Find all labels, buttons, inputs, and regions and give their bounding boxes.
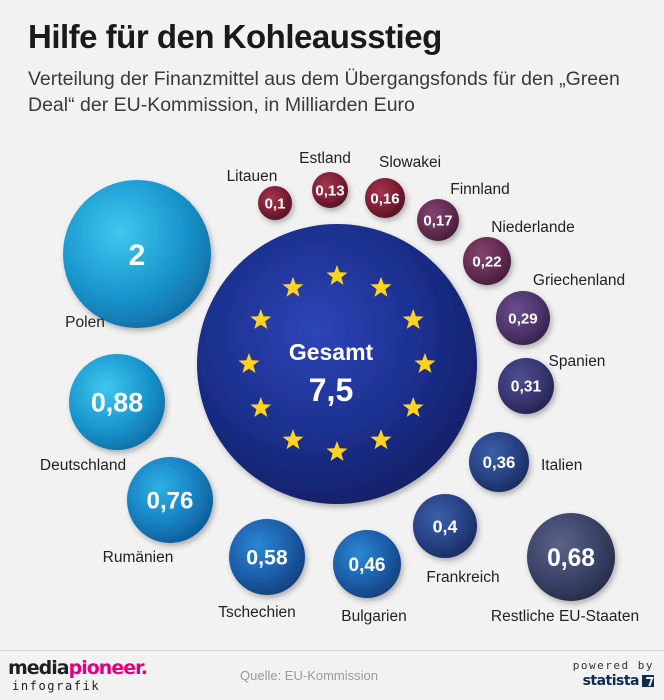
bubble-finnland: 0,17 Finnland bbox=[417, 181, 510, 241]
eu-star bbox=[370, 429, 392, 450]
bubble-estland: 0,13 Estland bbox=[299, 150, 351, 208]
bubble-label: Frankreich bbox=[426, 569, 499, 586]
bubble-value: 0,29 bbox=[508, 310, 537, 327]
eu-star bbox=[250, 397, 272, 417]
bubble-label: Slowakei bbox=[379, 154, 441, 171]
bubble-circle bbox=[127, 457, 213, 543]
bubble-circle bbox=[365, 178, 405, 218]
brand-wordmark: mediapioneer. bbox=[8, 657, 148, 679]
eu-star bbox=[402, 309, 424, 329]
source-note: Quelle: EU-Kommission bbox=[240, 668, 378, 683]
footer-divider bbox=[0, 650, 664, 651]
total-bubble: Gesamt 7,5 bbox=[197, 224, 477, 504]
bubble-circle bbox=[496, 291, 550, 345]
eu-stars bbox=[238, 265, 436, 461]
eu-star bbox=[238, 353, 260, 373]
eu-star bbox=[326, 265, 348, 285]
bubble-label: Griechenland bbox=[533, 272, 625, 289]
eu-star bbox=[402, 397, 424, 417]
bubble-circle bbox=[69, 354, 165, 450]
bubble-circle bbox=[258, 186, 292, 220]
bubble-circle bbox=[498, 358, 554, 414]
bubble-value: 0,88 bbox=[91, 388, 143, 418]
bubble-label: Restliche EU-Staaten bbox=[491, 608, 639, 625]
bubble-frankreich: 0,4 Frankreich bbox=[413, 494, 500, 586]
bubble-circle bbox=[333, 530, 401, 598]
bubble-value: 0,22 bbox=[472, 253, 501, 270]
bubble-label: Polen bbox=[65, 314, 105, 331]
bubble-griechenland: 0,29 Griechenland bbox=[496, 272, 625, 345]
eu-star bbox=[250, 309, 272, 329]
country-bubbles: 2 Polen 0,88 Deutschland 0,76 Rumänien 0,58 Tsc… bbox=[40, 150, 639, 625]
bubble-restliche-eu-staaten: 0,68 Restliche EU-Staaten bbox=[491, 513, 639, 625]
total-label: Gesamt bbox=[289, 339, 374, 365]
eu-star bbox=[326, 441, 348, 461]
bubble-italien: 0,36 Italien bbox=[469, 432, 582, 492]
bubble-value: 0,76 bbox=[147, 488, 194, 515]
eu-star bbox=[414, 353, 436, 373]
bubble-tschechien: 0,58 Tschechien bbox=[218, 519, 305, 621]
bubble-spanien: 0,31 Spanien bbox=[498, 353, 605, 414]
eu-star bbox=[370, 276, 392, 297]
bubble-value: 0,36 bbox=[483, 453, 516, 472]
statista-badge[interactable]: powered by statista bbox=[573, 659, 654, 690]
bubble-value: 0,58 bbox=[246, 546, 288, 570]
bubble-value: 2 bbox=[129, 239, 146, 272]
bubble-circle bbox=[417, 199, 459, 241]
bubble-circle bbox=[413, 494, 477, 558]
total-bubble-circle bbox=[197, 224, 477, 504]
bubble-circle bbox=[63, 180, 211, 328]
bubble-litauen: 0,1 Litauen bbox=[227, 168, 292, 220]
bubble-label: Deutschland bbox=[40, 457, 126, 474]
bubble-label: Spanien bbox=[549, 353, 606, 370]
bubble-value: 0,1 bbox=[265, 195, 286, 212]
bubble-label: Estland bbox=[299, 150, 351, 167]
brand-subline: infografik bbox=[12, 679, 101, 693]
bubble-label: Tschechien bbox=[218, 604, 296, 621]
powered-by-label: powered by bbox=[572, 659, 654, 672]
bubble-value: 0,16 bbox=[370, 190, 399, 207]
total-value: 7,5 bbox=[309, 372, 353, 408]
bubble-label: Bulgarien bbox=[341, 608, 407, 625]
bubble-label: Italien bbox=[541, 457, 582, 474]
bubble-circle bbox=[312, 172, 348, 208]
bubble-circle bbox=[229, 519, 305, 595]
bubble-value: 0,17 bbox=[423, 212, 452, 229]
bubble-value: 0,13 bbox=[315, 182, 344, 199]
chart-subtitle: Verteilung der Finanzmittel aus dem Über… bbox=[28, 68, 620, 116]
statista-icon bbox=[642, 675, 654, 687]
bubble-slowakei: 0,16 Slowakei bbox=[365, 154, 441, 218]
eu-star bbox=[282, 429, 304, 450]
eu-star bbox=[282, 276, 304, 297]
brand-dot: . bbox=[140, 657, 148, 679]
bubble-value: 0,68 bbox=[547, 545, 595, 572]
bubble-circle bbox=[469, 432, 529, 492]
statista-wordmark: statista bbox=[582, 673, 640, 689]
mediapioneer-logo: mediapioneer. infografik bbox=[8, 657, 148, 694]
bubble-chart: Gesamt 7,5 2 Polen 0,88 Deutschland 0,76 Rumä… bbox=[40, 150, 639, 625]
bubble-circle bbox=[463, 237, 511, 285]
bubble-label: Finnland bbox=[450, 181, 509, 198]
bubble-label: Litauen bbox=[227, 168, 278, 185]
brand-media: media bbox=[8, 657, 70, 679]
brand-pioneer: pioneer bbox=[68, 657, 142, 679]
bubble-value: 0,4 bbox=[433, 516, 458, 536]
chart-title: Hilfe für den Kohleausstieg bbox=[28, 18, 442, 55]
bubble-bulgarien: 0,46 Bulgarien bbox=[333, 530, 407, 625]
bubble-niederlande: 0,22 Niederlande bbox=[463, 219, 575, 285]
bubble-label: Niederlande bbox=[491, 219, 575, 236]
bubble-circle bbox=[527, 513, 615, 601]
bubble-polen: 2 Polen bbox=[63, 180, 211, 331]
bubble-label: Rumänien bbox=[103, 549, 174, 566]
bubble-value: 0,46 bbox=[349, 555, 386, 576]
statista-logo: statista bbox=[583, 673, 654, 689]
bubble-value: 0,31 bbox=[511, 379, 542, 396]
bubble-deutschland: 0,88 Deutschland bbox=[40, 354, 165, 474]
bubble-rumänien: 0,76 Rumänien bbox=[103, 457, 213, 566]
